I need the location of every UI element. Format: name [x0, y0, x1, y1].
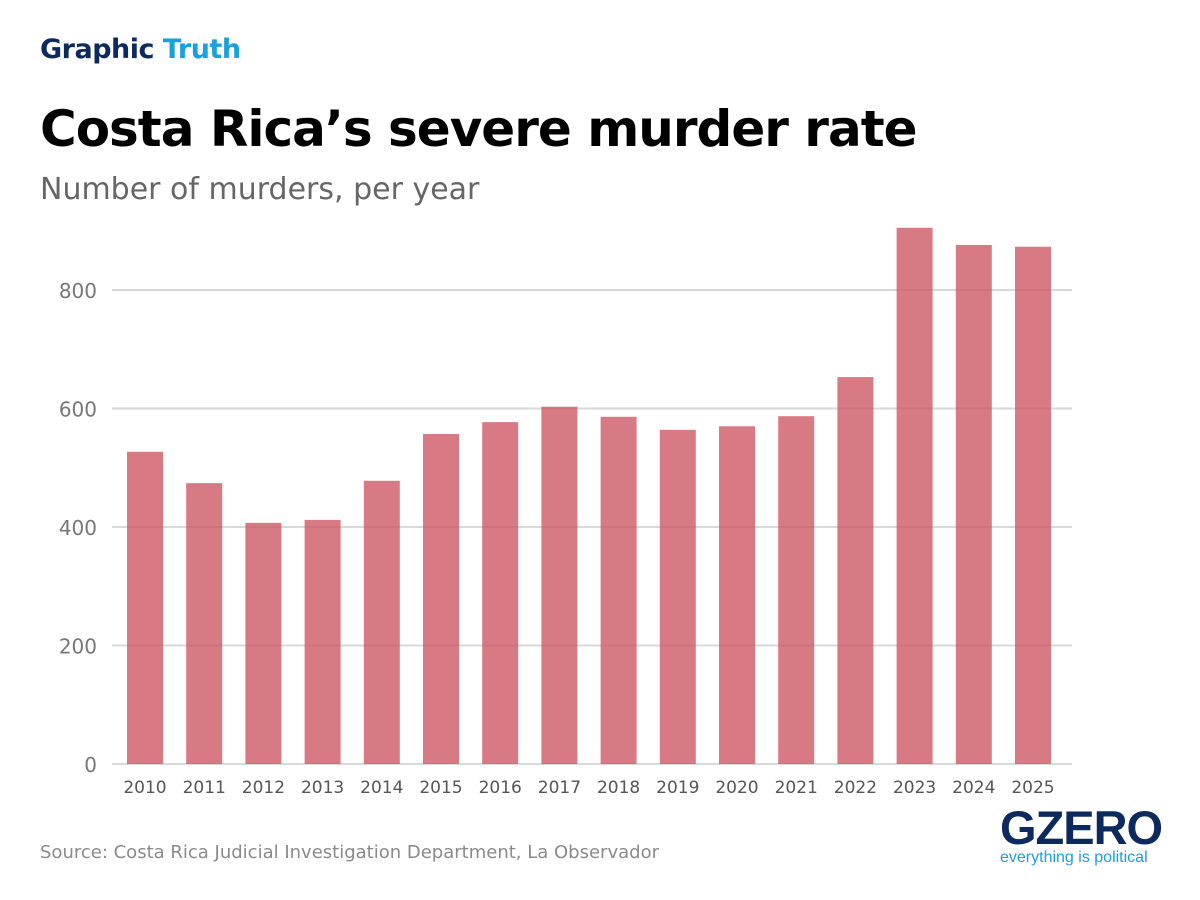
bar-2010 — [127, 451, 163, 764]
chart-title: Costa Rica’s severe murder rate — [40, 100, 918, 158]
bar-2015 — [423, 433, 459, 764]
x-tick-label: 2016 — [479, 778, 522, 798]
bar-2019 — [659, 429, 696, 764]
x-tick-label: 2014 — [360, 778, 403, 798]
bar-2017 — [541, 406, 578, 764]
chart-subtitle: Number of murders, per year — [40, 172, 480, 207]
y-tick-label: 0 — [84, 753, 97, 777]
brand-label: Graphic Truth — [40, 34, 241, 65]
bar-2016 — [482, 422, 519, 764]
x-tick-label: 2024 — [952, 778, 995, 798]
y-tick-label: 800 — [59, 279, 97, 303]
x-tick-label: 2012 — [242, 778, 285, 798]
y-tick-label: 200 — [59, 635, 97, 659]
bar-2018 — [600, 416, 637, 764]
bar-2022 — [837, 377, 874, 764]
x-tick-label: 2019 — [656, 778, 699, 798]
x-tick-label: 2017 — [538, 778, 581, 798]
bar-2014 — [363, 480, 400, 764]
bar-2023 — [896, 227, 933, 765]
x-tick-label: 2013 — [301, 778, 344, 798]
bar-2024 — [955, 244, 992, 765]
gzero-logo: GZERO everything is political — [1000, 801, 1163, 866]
x-tick-label: 2015 — [419, 778, 462, 798]
x-tick-label: 2022 — [834, 778, 877, 798]
bar-2011 — [186, 483, 223, 764]
bar-2013 — [304, 519, 341, 764]
x-tick-label: 2010 — [123, 778, 166, 798]
bar-2025 — [1015, 246, 1051, 764]
x-tick-label: 2023 — [893, 778, 936, 798]
x-tick-label: 2021 — [775, 778, 818, 798]
bar-2012 — [245, 522, 282, 764]
bar-2021 — [778, 416, 815, 764]
x-tick-label: 2025 — [1011, 778, 1054, 798]
source-note: Source: Costa Rica Judicial Investigatio… — [40, 842, 659, 863]
x-tick-label: 2011 — [183, 778, 226, 798]
y-tick-label: 600 — [59, 398, 97, 422]
x-tick-label: 2018 — [597, 778, 640, 798]
bar-2020 — [719, 426, 755, 764]
y-tick-label: 400 — [59, 516, 97, 540]
x-tick-label: 2020 — [715, 778, 758, 798]
